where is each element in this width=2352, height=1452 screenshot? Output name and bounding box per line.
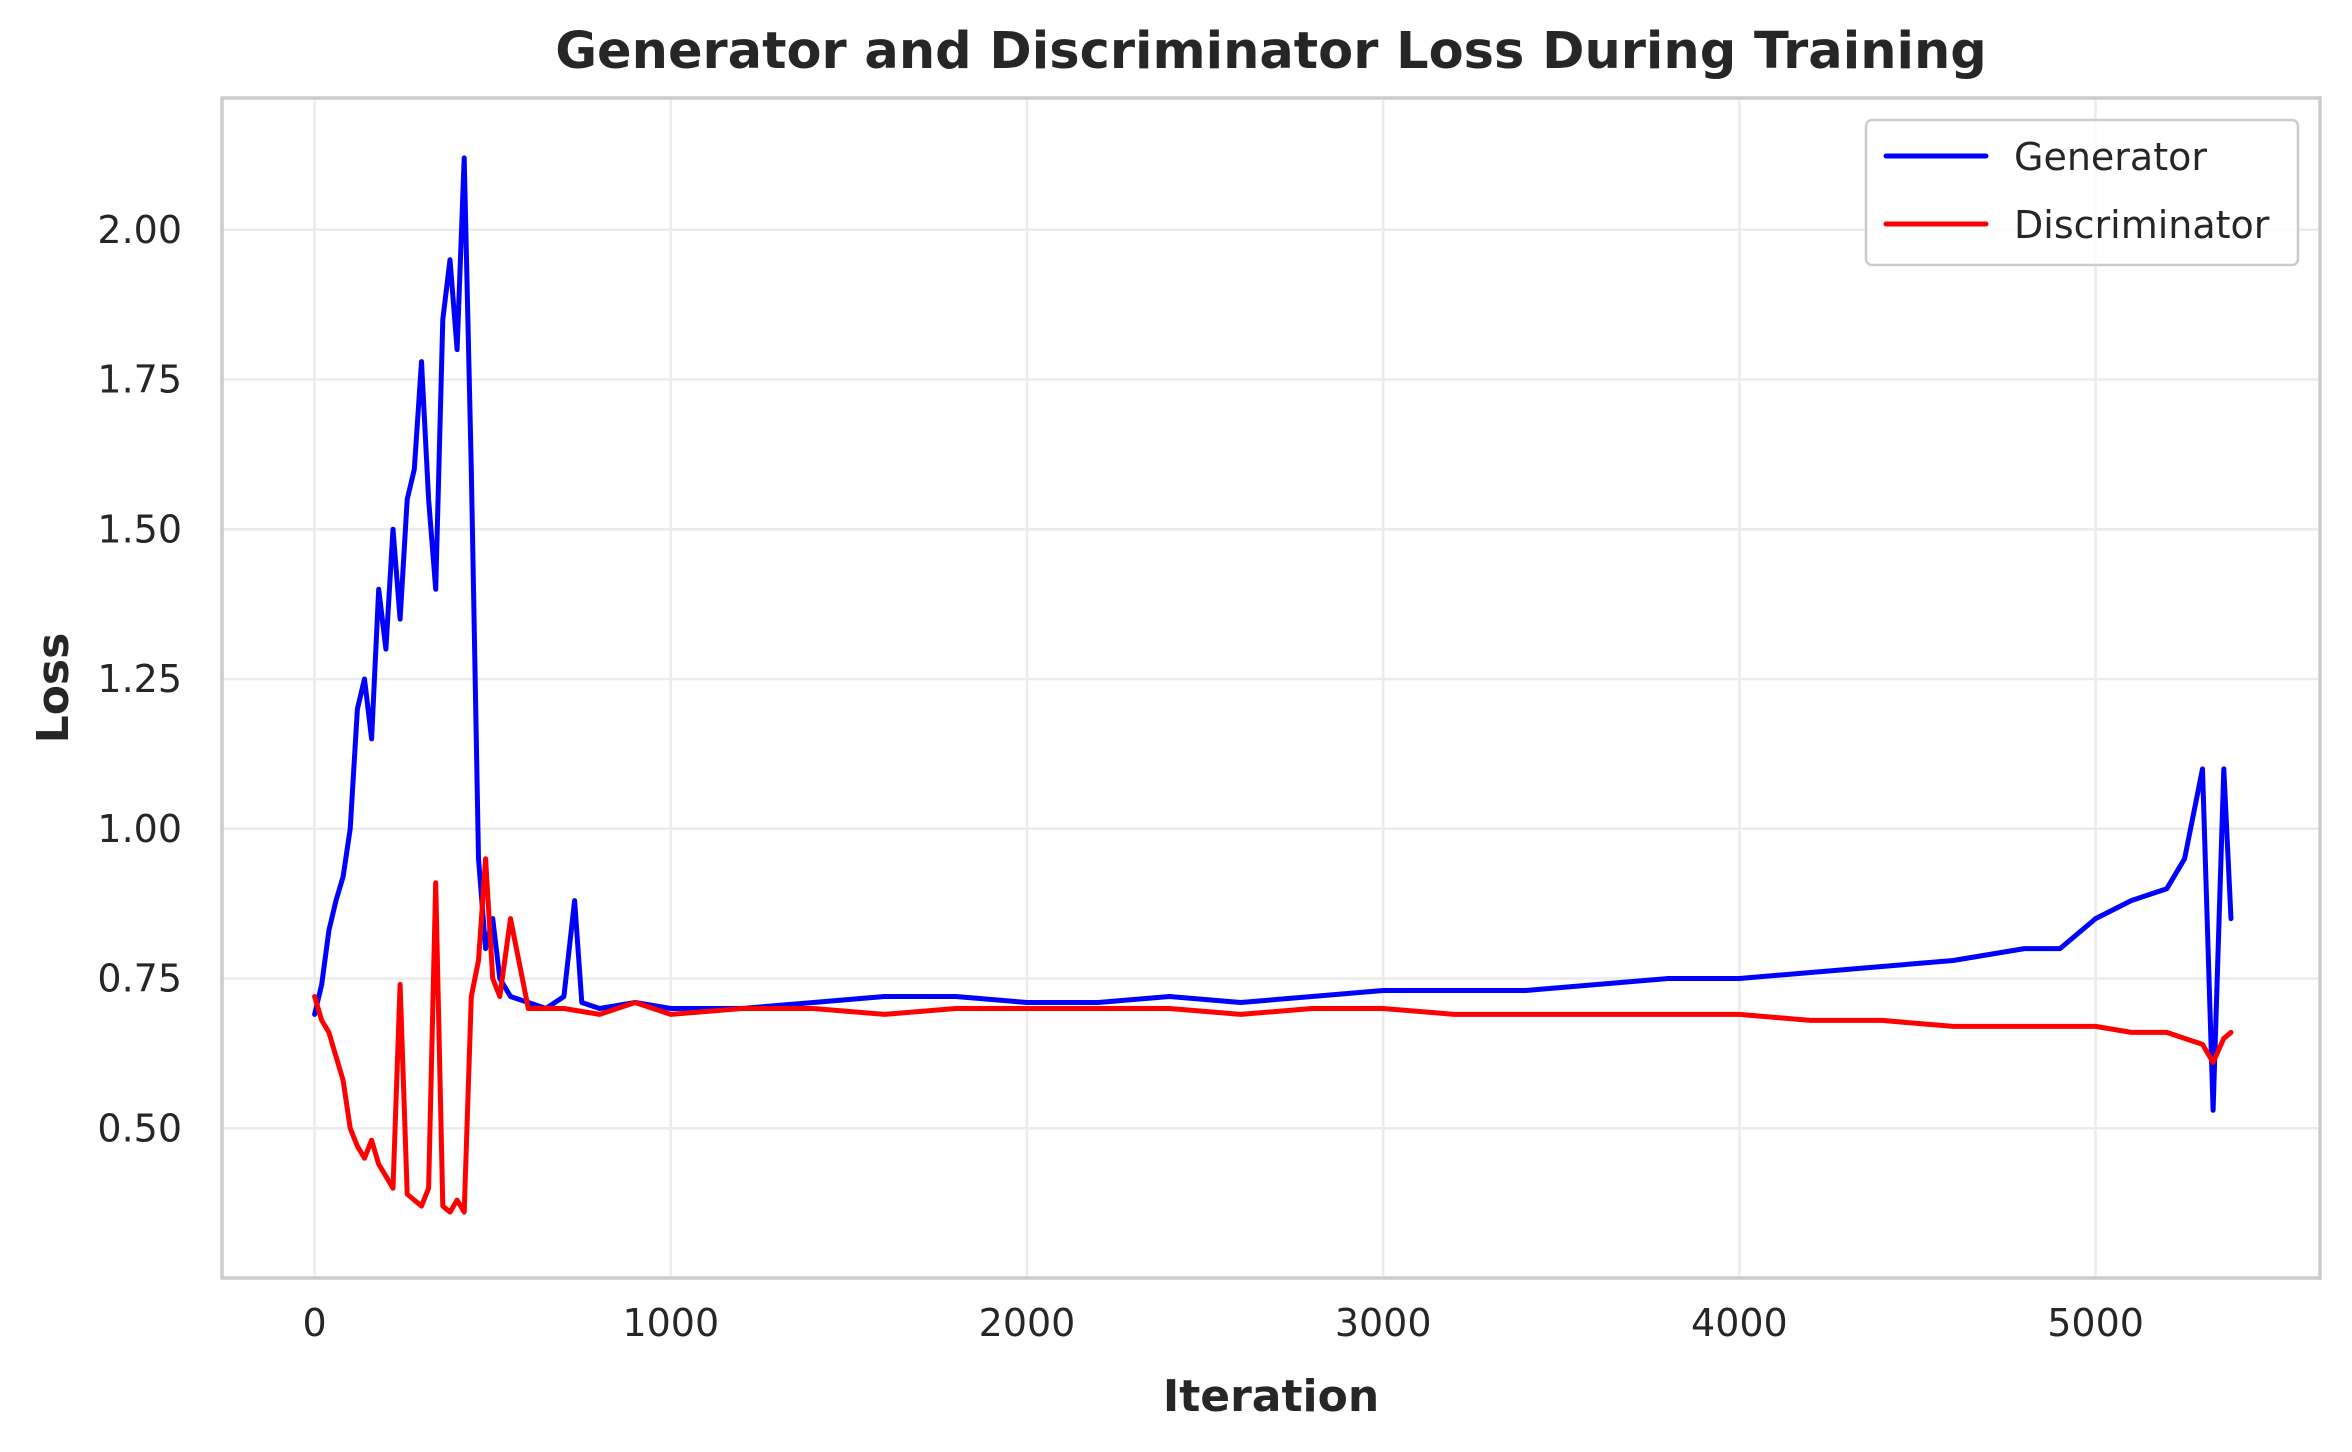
grid — [222, 98, 2320, 1278]
y-tick-label: 1.50 — [97, 507, 182, 551]
y-tick-label: 0.50 — [97, 1106, 182, 1150]
x-tick-label: 5000 — [2047, 1301, 2144, 1345]
x-axis-ticks: 0 1000 2000 3000 4000 5000 — [303, 1301, 2144, 1345]
x-tick-label: 0 — [303, 1301, 327, 1345]
y-tick-label: 2.00 — [97, 208, 182, 252]
y-axis-label: Loss — [28, 633, 79, 744]
y-axis-ticks: 0.50 0.75 1.00 1.25 1.50 1.75 2.00 — [97, 208, 182, 1150]
y-tick-label: 0.75 — [97, 957, 182, 1001]
legend-label-generator: Generator — [2014, 135, 2207, 179]
legend-label-discriminator: Discriminator — [2014, 203, 2270, 247]
x-axis-label: Iteration — [1163, 1371, 1379, 1422]
x-tick-label: 4000 — [1691, 1301, 1788, 1345]
y-tick-label: 1.25 — [97, 657, 182, 701]
y-tick-label: 1.00 — [97, 807, 182, 851]
y-tick-label: 1.75 — [97, 358, 182, 402]
plot-area — [312, 155, 2234, 1215]
x-tick-label: 3000 — [1335, 1301, 1432, 1345]
series-line-generator — [312, 155, 2234, 1113]
x-tick-label: 1000 — [622, 1301, 719, 1345]
x-tick-label: 2000 — [979, 1301, 1076, 1345]
series-line-discriminator — [312, 856, 2234, 1215]
plot-frame — [220, 96, 2322, 1280]
legend: Generator Discriminator — [1864, 118, 2300, 267]
chart-title: Generator and Discriminator Loss During … — [555, 22, 1987, 81]
